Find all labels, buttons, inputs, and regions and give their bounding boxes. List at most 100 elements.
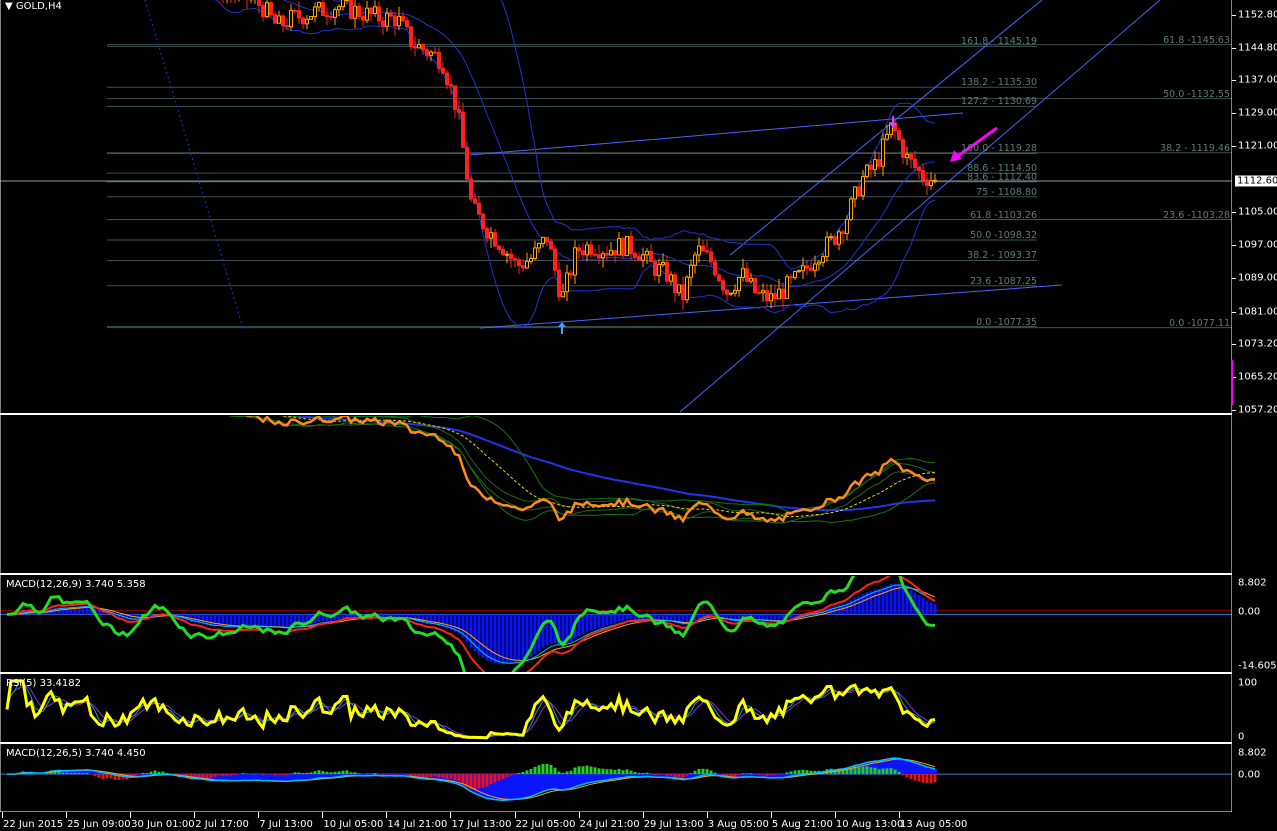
price-tick — [1232, 376, 1236, 378]
time-tick — [706, 812, 708, 818]
candle — [625, 236, 629, 257]
candle — [489, 232, 493, 239]
candle — [385, 12, 389, 27]
candle — [445, 72, 449, 86]
candle — [429, 51, 433, 56]
candle — [541, 236, 545, 244]
candle — [413, 46, 417, 49]
signal-line — [281, 416, 936, 518]
time-tick-label: 10 Aug 13:00 — [835, 819, 904, 830]
candle — [397, 15, 401, 27]
candle — [705, 250, 709, 253]
time-tick — [578, 812, 580, 818]
candle — [805, 265, 809, 269]
price-tick — [1232, 343, 1236, 345]
candle — [761, 290, 765, 294]
candle — [553, 248, 557, 271]
rsi-pane[interactable] — [5, 679, 936, 740]
candle — [273, 14, 277, 24]
candle — [605, 253, 609, 256]
candle — [593, 253, 597, 256]
candle — [301, 17, 305, 25]
candle — [349, 0, 353, 19]
rsi-line — [5, 679, 936, 740]
candle — [693, 254, 697, 266]
time-tick-label: 22 Jul 05:00 — [515, 819, 576, 830]
fib-level-label: 83.6 - 1112.40 — [967, 171, 1037, 183]
bollinger-lower — [214, 0, 936, 328]
candle — [405, 20, 409, 28]
candle — [901, 139, 905, 158]
pane-separator[interactable] — [0, 413, 1232, 415]
annotation-arrow — [957, 126, 998, 158]
time-tick — [834, 812, 836, 818]
candle — [821, 256, 825, 263]
fib-level-label: 50.0 -1132.55 — [1163, 88, 1230, 100]
candle — [485, 228, 489, 239]
macd-pane[interactable] — [0, 562, 1232, 703]
candle — [781, 288, 785, 299]
candle — [469, 178, 473, 200]
candle — [269, 2, 273, 16]
pane-separator[interactable] — [0, 742, 1232, 744]
candle — [577, 247, 581, 252]
price-tick-label: 1081.00 — [1238, 306, 1277, 318]
time-tick-label: 3 Aug 05:00 — [707, 819, 769, 830]
candle — [869, 164, 873, 170]
macd2-pane[interactable] — [0, 757, 1232, 801]
time-tick — [642, 812, 644, 818]
candle — [501, 249, 505, 256]
candle — [657, 264, 661, 276]
candle — [677, 284, 681, 294]
price-tick-label: 1065.20 — [1238, 371, 1277, 383]
price-tick — [1232, 80, 1236, 82]
candle — [581, 250, 585, 256]
candle — [637, 256, 641, 261]
price-tick-label: 1105.00 — [1238, 206, 1277, 218]
candle — [333, 9, 337, 18]
candle — [729, 292, 733, 295]
chart-canvas[interactable] — [0, 0, 1232, 812]
pane-separator[interactable] — [0, 573, 1232, 575]
candle — [561, 291, 565, 298]
fib-level-label: 38.2 - 1093.37 — [967, 250, 1037, 262]
candle — [629, 236, 633, 255]
candle — [661, 261, 665, 266]
upper-band — [322, 416, 936, 513]
price-overlay-indicator-pane[interactable] — [7, 380, 936, 524]
fib-level-label: 0.0 -1077.35 — [976, 316, 1037, 328]
price-tick-label: 1121.00 — [1238, 140, 1277, 152]
candle — [673, 274, 677, 294]
candle — [589, 244, 593, 255]
candle — [261, 4, 265, 18]
price-tick — [1232, 311, 1236, 313]
candle — [521, 265, 525, 269]
time-tick-label: 24 Jul 21:00 — [579, 819, 640, 830]
candle — [885, 133, 889, 140]
chart-title[interactable]: ▼ GOLD,H4 — [5, 1, 62, 12]
fib-level-label: 61.8 -1145.63 — [1163, 34, 1230, 46]
time-tick — [898, 812, 900, 818]
time-tick — [194, 812, 196, 818]
time-tick-label: 25 Jun 09:00 — [67, 819, 131, 830]
candle — [493, 232, 497, 247]
candle — [317, 2, 321, 8]
triangle-down-icon[interactable]: ▼ — [5, 1, 13, 12]
envelope-lower — [231, 416, 936, 524]
main-price-pane[interactable] — [0, 0, 1232, 413]
candle — [257, 0, 261, 6]
candle — [889, 122, 893, 135]
pane-separator[interactable] — [0, 672, 1232, 674]
candle — [801, 265, 805, 272]
candle — [905, 153, 909, 158]
candle — [633, 253, 637, 258]
candle — [865, 164, 869, 178]
candle — [509, 253, 513, 260]
sell-arrow-icon — [889, 116, 897, 128]
candle — [765, 290, 769, 302]
candle — [477, 202, 481, 215]
macd-fast-line — [6, 576, 936, 672]
candle — [373, 6, 377, 15]
macd1-min-label: -14.605 — [1238, 660, 1277, 672]
candle — [321, 2, 325, 16]
